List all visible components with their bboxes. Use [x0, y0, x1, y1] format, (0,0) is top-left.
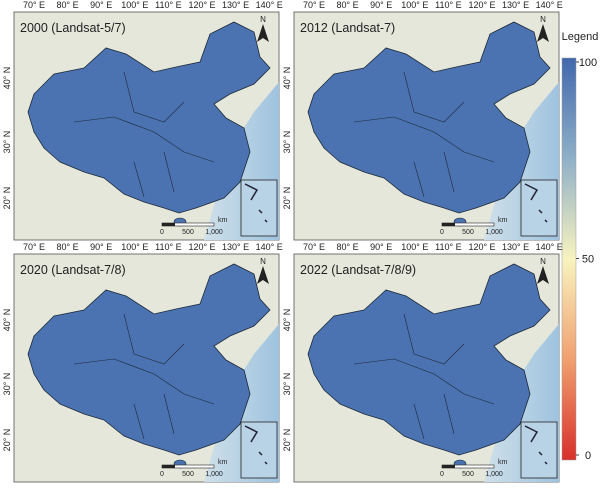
longitude-label: 120° E [468, 242, 495, 252]
inset-map [520, 179, 558, 237]
latitude-label: 40° N [282, 67, 292, 90]
latitude-label: 30° N [282, 373, 292, 396]
scale-label: 500 [462, 229, 474, 236]
panel-title: 2022 (Landsat-7/8/9) [300, 263, 416, 277]
longitude-label: 140° E [536, 0, 563, 10]
scale-label: 500 [182, 471, 194, 478]
latitude-label: 30° N [2, 131, 12, 154]
longitude-label: 110° E [155, 242, 181, 252]
longitude-label: 80° E [337, 0, 359, 10]
longitude-label: 110° E [435, 0, 461, 10]
scale-label: 500 [182, 229, 194, 236]
inset-map [520, 421, 558, 479]
colorbar-tick-label: 100 [579, 57, 597, 69]
longitude-label: 100° E [401, 242, 428, 252]
scale-label: 0 [440, 229, 444, 236]
longitude-label: 140° E [256, 242, 283, 252]
scale-unit: km [498, 217, 508, 224]
map-panel: 2000 (Landsat-5/7) Nkm 0 500 1,000 [13, 11, 280, 241]
longitude-label: 120° E [188, 242, 215, 252]
scale-label: 0 [440, 471, 444, 478]
longitude-label: 80° E [337, 242, 359, 252]
longitude-label: 100° E [121, 0, 148, 10]
longitude-label: 70° E [303, 0, 325, 10]
longitude-label: 130° E [222, 242, 249, 252]
north-label: N [260, 15, 266, 24]
longitude-label: 130° E [222, 0, 249, 10]
legend-title: Legend [562, 31, 599, 43]
north-arrow [257, 24, 269, 42]
latitude-label: 20° N [2, 429, 12, 452]
scale-unit: km [498, 459, 508, 466]
longitude-label: 120° E [468, 0, 495, 10]
north-label: N [540, 15, 546, 24]
longitude-label: 110° E [155, 0, 181, 10]
inset-islands [244, 183, 268, 223]
latitude-label: 40° N [282, 309, 292, 332]
inset-islands [524, 183, 548, 223]
scale-bar-segment [162, 223, 175, 226]
longitude-label: 130° E [502, 242, 529, 252]
latitude-label: 40° N [2, 309, 12, 332]
panel-title: 2000 (Landsat-5/7) [20, 21, 126, 35]
north-arrow [537, 266, 549, 284]
longitude-label: 70° E [23, 242, 45, 252]
longitude-label: 110° E [435, 242, 461, 252]
scale-unit: km [218, 217, 228, 224]
longitude-label: 140° E [256, 0, 283, 10]
inset-islands [524, 425, 548, 465]
latitude-label: 20° N [2, 187, 12, 210]
inset-map [240, 179, 278, 237]
north-arrow [257, 266, 269, 284]
longitude-label: 90° E [90, 242, 112, 252]
latitude-label: 20° N [282, 429, 292, 452]
scale-label: 1,000 [205, 229, 223, 236]
longitude-label: 130° E [502, 0, 529, 10]
longitude-label: 120° E [188, 0, 215, 10]
panel-title: 2012 (Landsat-7) [300, 21, 395, 35]
scale-label: 0 [160, 229, 164, 236]
scale-label: 1,000 [485, 229, 503, 236]
panel-title: 2020 (Landsat-7/8) [20, 263, 126, 277]
map-panel: 2022 (Landsat-7/8/9) Nkm 0 500 1,000 [293, 253, 560, 483]
longitude-label: 70° E [23, 0, 45, 10]
inset-islands [244, 425, 268, 465]
latitude-label: 20° N [282, 187, 292, 210]
longitude-label: 100° E [401, 0, 428, 10]
north-label: N [260, 257, 266, 266]
longitude-label: 100° E [121, 242, 148, 252]
scale-bar-segment [442, 223, 455, 226]
north-label: N [540, 257, 546, 266]
latitude-label: 40° N [2, 67, 12, 90]
scale-bar-segment [442, 465, 455, 468]
inset-map [240, 421, 278, 479]
map-panel: 2020 (Landsat-7/8) Nkm 0 500 1,000 [13, 253, 280, 483]
longitude-label: 140° E [536, 242, 563, 252]
longitude-label: 80° E [57, 242, 79, 252]
colorbar-tick-label: 0 [585, 450, 591, 462]
map-panel: 2012 (Landsat-7) Nkm 0 500 1,000 [293, 11, 560, 241]
longitude-label: 90° E [370, 242, 392, 252]
latitude-label: 30° N [282, 131, 292, 154]
scale-bar-segment [162, 465, 175, 468]
scale-label: 1,000 [205, 471, 223, 478]
scale-label: 500 [462, 471, 474, 478]
longitude-label: 90° E [90, 0, 112, 10]
longitude-label: 90° E [370, 0, 392, 10]
latitude-label: 30° N [2, 373, 12, 396]
scale-label: 1,000 [485, 471, 503, 478]
longitude-label: 80° E [57, 0, 79, 10]
north-arrow [537, 24, 549, 42]
longitude-label: 70° E [303, 242, 325, 252]
scale-unit: km [218, 459, 228, 466]
colorbar-tick-label: 50 [582, 254, 594, 266]
scale-label: 0 [160, 471, 164, 478]
colorbar [561, 57, 577, 461]
